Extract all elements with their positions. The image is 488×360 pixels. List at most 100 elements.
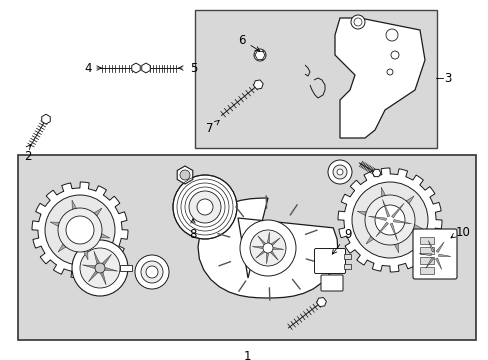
Polygon shape	[266, 252, 268, 264]
Polygon shape	[367, 216, 386, 221]
Circle shape	[80, 248, 120, 288]
Circle shape	[364, 195, 414, 245]
Polygon shape	[334, 18, 424, 138]
Polygon shape	[393, 220, 411, 224]
Circle shape	[374, 205, 404, 235]
Polygon shape	[82, 265, 97, 269]
Polygon shape	[427, 240, 433, 252]
Bar	[419, 247, 433, 254]
Polygon shape	[255, 249, 265, 258]
Polygon shape	[375, 222, 387, 237]
Polygon shape	[372, 169, 380, 177]
Circle shape	[332, 165, 346, 179]
Text: 10: 10	[455, 225, 470, 238]
Text: 5: 5	[190, 62, 197, 75]
Circle shape	[58, 208, 102, 252]
Bar	[343, 264, 350, 269]
Polygon shape	[32, 182, 128, 278]
Circle shape	[66, 216, 94, 244]
Polygon shape	[356, 211, 378, 221]
Polygon shape	[94, 251, 100, 265]
Polygon shape	[438, 254, 450, 257]
Polygon shape	[266, 232, 269, 244]
Circle shape	[253, 49, 265, 61]
Polygon shape	[391, 203, 403, 218]
Polygon shape	[418, 253, 430, 256]
Polygon shape	[365, 226, 383, 244]
Circle shape	[350, 15, 364, 29]
Polygon shape	[131, 63, 140, 73]
Polygon shape	[251, 247, 264, 249]
Polygon shape	[90, 229, 110, 238]
Polygon shape	[253, 80, 263, 89]
Polygon shape	[425, 257, 433, 268]
Polygon shape	[101, 254, 111, 266]
Circle shape	[390, 51, 398, 59]
Bar	[18, 155, 475, 340]
Polygon shape	[388, 231, 398, 253]
Circle shape	[173, 175, 237, 239]
Circle shape	[240, 220, 295, 276]
Bar	[419, 267, 433, 274]
Polygon shape	[198, 198, 337, 298]
Circle shape	[351, 182, 427, 258]
Circle shape	[66, 216, 94, 244]
Circle shape	[385, 29, 397, 41]
Circle shape	[374, 205, 404, 235]
Polygon shape	[100, 271, 106, 285]
FancyBboxPatch shape	[314, 248, 345, 274]
Text: 9: 9	[332, 228, 351, 254]
Polygon shape	[88, 270, 99, 282]
Text: 8: 8	[189, 219, 196, 242]
Circle shape	[95, 263, 105, 273]
Circle shape	[386, 69, 392, 75]
Circle shape	[327, 160, 351, 184]
Circle shape	[197, 199, 213, 215]
Polygon shape	[72, 200, 81, 219]
Polygon shape	[389, 223, 397, 241]
Polygon shape	[177, 166, 192, 184]
Circle shape	[180, 170, 190, 180]
Bar	[120, 265, 132, 271]
Text: 1: 1	[243, 350, 250, 360]
Bar	[195, 10, 436, 148]
Circle shape	[249, 230, 285, 266]
Bar	[419, 237, 433, 244]
Circle shape	[72, 240, 128, 296]
Polygon shape	[316, 297, 325, 307]
Circle shape	[135, 255, 169, 289]
Polygon shape	[271, 247, 284, 249]
Polygon shape	[381, 187, 390, 208]
Text: 6: 6	[238, 33, 259, 51]
Polygon shape	[269, 250, 278, 260]
Polygon shape	[395, 196, 413, 214]
Text: 4: 4	[84, 62, 92, 75]
Circle shape	[189, 191, 221, 223]
Bar	[419, 257, 433, 264]
Circle shape	[336, 169, 342, 175]
Polygon shape	[85, 208, 102, 225]
Polygon shape	[337, 168, 441, 272]
Circle shape	[146, 266, 158, 278]
Polygon shape	[79, 240, 88, 260]
Polygon shape	[103, 267, 118, 271]
Polygon shape	[142, 63, 150, 73]
FancyBboxPatch shape	[320, 275, 342, 291]
Circle shape	[141, 261, 163, 283]
Polygon shape	[58, 235, 74, 252]
Bar	[343, 254, 350, 259]
Polygon shape	[435, 242, 443, 253]
Circle shape	[353, 18, 361, 26]
Text: 3: 3	[443, 72, 450, 85]
Polygon shape	[269, 238, 280, 247]
Polygon shape	[401, 219, 422, 229]
Circle shape	[45, 195, 115, 265]
FancyBboxPatch shape	[412, 229, 456, 279]
Polygon shape	[257, 236, 266, 246]
Text: 7: 7	[206, 120, 219, 135]
Polygon shape	[50, 222, 69, 231]
Polygon shape	[41, 114, 50, 124]
Circle shape	[263, 243, 272, 253]
Polygon shape	[435, 258, 441, 270]
Text: 2: 2	[24, 150, 32, 163]
